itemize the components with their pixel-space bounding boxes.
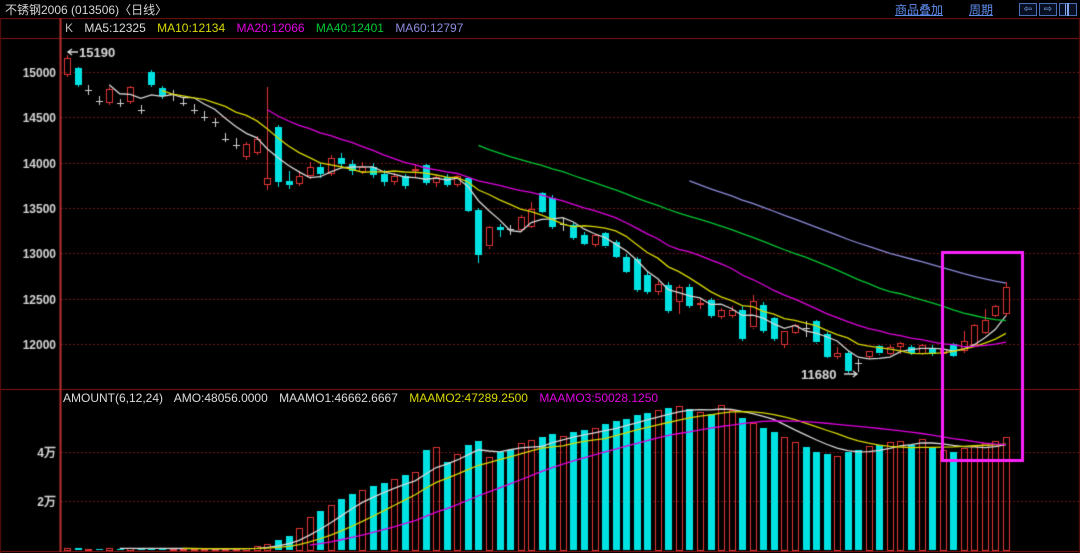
legend-amount-indicator: AMOUNT(6,12,24) [63, 391, 164, 405]
overlay-link[interactable]: 商品叠加 [894, 2, 943, 17]
amount-legend: AMOUNT(6,12,24) AMO:48056.0000 MAAMO1:46… [63, 391, 666, 405]
legend-k: K [65, 21, 74, 35]
title-bar: 不锈钢2006 (013506)〈日线〉 商品叠加 周期 ⇦ ⇨ [0, 0, 1080, 18]
split-window-icon[interactable] [1059, 2, 1077, 16]
toolbar: 商品叠加 周期 ⇦ ⇨ [895, 1, 1080, 18]
legend-ma60: MA60:12797 [395, 21, 464, 35]
instrument-title: 不锈钢2006 (013506)〈日线〉 [5, 2, 168, 17]
legend-maamo2: MAAMO2:47289.2500 [409, 391, 528, 405]
legend-maamo1: MAAMO1:46662.6667 [279, 391, 398, 405]
period-link[interactable]: 周期 [968, 2, 993, 17]
nav-icon-group: ⇦ ⇨ [1019, 2, 1077, 16]
legend-amo: AMO:48056.0000 [173, 391, 268, 405]
price-legend: K MA5:12325 MA10:12134 MA20:12066 MA40:1… [65, 21, 471, 35]
legend-ma5: MA5:12325 [84, 21, 146, 35]
back-arrow-icon[interactable]: ⇦ [1019, 2, 1037, 16]
legend-ma10: MA10:12134 [157, 21, 226, 35]
legend-ma20: MA20:12066 [236, 21, 305, 35]
forward-arrow-icon[interactable]: ⇨ [1039, 2, 1057, 16]
legend-ma40: MA40:12401 [315, 21, 384, 35]
legend-maamo3: MAAMO3:50028.1250 [539, 391, 659, 405]
